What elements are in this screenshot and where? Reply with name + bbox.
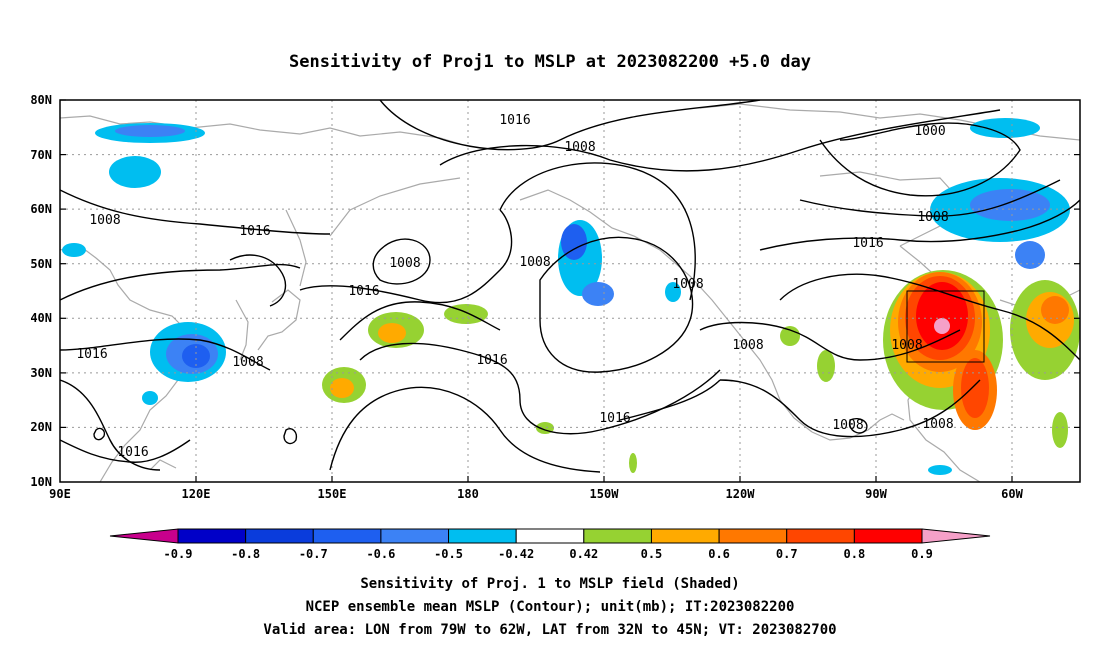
contour-label: 1008 xyxy=(232,355,263,370)
colorbar-label: -0.6 xyxy=(366,547,395,561)
contour-label: 1008 xyxy=(922,417,953,432)
lon-label: 120E xyxy=(182,487,211,501)
contour-label: 1008 xyxy=(564,140,595,155)
contour-label: 1016 xyxy=(117,445,148,460)
contour-label: 1008 xyxy=(89,213,120,228)
contour-label: 1008 xyxy=(389,256,420,271)
colorbar-label: 0.42 xyxy=(569,547,598,561)
contour-label: 1008 xyxy=(519,255,550,270)
colorbar-label: -0.5 xyxy=(434,547,463,561)
lat-label: 50N xyxy=(30,257,52,271)
colorbar-cell xyxy=(380,528,450,544)
colorbar-cell xyxy=(177,528,247,544)
colorbar-label: 0.9 xyxy=(911,547,933,561)
colorbar-cell xyxy=(786,528,855,544)
graticule xyxy=(60,100,1080,482)
tick-marks xyxy=(60,99,1080,482)
colorbar-label: -0.7 xyxy=(299,547,328,561)
contour-label: 1000 xyxy=(914,124,945,139)
lon-label: 150W xyxy=(590,487,620,501)
lat-label: 30N xyxy=(30,366,52,380)
lat-label: 40N xyxy=(30,311,52,325)
lon-label: 120W xyxy=(726,487,756,501)
colorbar-label: -0.8 xyxy=(231,547,260,561)
map-panel: 1016 1008 1000 1008 1008 1016 1008 1008 … xyxy=(30,93,1081,501)
contour-label: 1016 xyxy=(499,113,530,128)
contour-label: 1008 xyxy=(917,210,948,225)
contour-label: 1016 xyxy=(476,353,507,368)
lat-label: 60N xyxy=(30,202,52,216)
lon-label: 150E xyxy=(318,487,347,501)
colorbar-cell xyxy=(583,528,652,544)
lon-label: 90E xyxy=(49,487,71,501)
lat-label: 80N xyxy=(30,93,52,107)
colorbar-cell xyxy=(718,528,788,544)
colorbar: -0.9 -0.8 -0.7 -0.6 -0.5 -0.42 0.42 0.5 0.6 0.7 0.… xyxy=(109,528,991,561)
colorbar-label: -0.9 xyxy=(164,547,193,561)
negative-sensitivity-shading xyxy=(62,118,1070,475)
colorbar-high-end-triangle xyxy=(921,528,991,544)
lon-label: 180 xyxy=(457,487,479,501)
contour-label: 1016 xyxy=(76,347,107,362)
caption-line-3: Valid area: LON from 79W to 62W, LAT fro… xyxy=(263,622,836,638)
contour-label: 1016 xyxy=(599,411,630,426)
caption-line-2: NCEP ensemble mean MSLP (Contour); unit(… xyxy=(306,599,795,615)
colorbar-label: 0.7 xyxy=(776,547,798,561)
contour-label: 1008 xyxy=(732,338,763,353)
colorbar-label: 0.6 xyxy=(708,547,730,561)
colorbar-low-end-triangle xyxy=(109,528,179,544)
contour-label: 1016 xyxy=(239,224,270,239)
lon-label: 90W xyxy=(865,487,887,501)
colorbar-cell xyxy=(245,528,314,544)
contour-label: 1016 xyxy=(348,284,379,299)
figure-title: Sensitivity of Proj1 to MSLP at 20230822… xyxy=(289,52,811,72)
colorbar-label: -0.42 xyxy=(498,547,534,561)
colorbar-cell xyxy=(853,528,923,544)
lat-label: 20N xyxy=(30,420,52,434)
latitude-axis-labels: 80N 70N 60N 50N 40N 30N 20N 10N xyxy=(30,93,52,489)
valid-area-box xyxy=(906,290,985,363)
longitude-axis-labels: 90E 120E 150E 180 150W 120W 90W 60W xyxy=(49,487,1023,501)
colorbar-cell xyxy=(515,528,585,544)
lat-label: 70N xyxy=(30,148,52,162)
mslp-contours xyxy=(60,100,1080,473)
colorbar-label: 0.5 xyxy=(641,547,663,561)
caption-line-1: Sensitivity of Proj. 1 to MSLP field (Sh… xyxy=(360,576,739,592)
colorbar-cell xyxy=(312,528,382,544)
colorbar-cell xyxy=(448,528,517,544)
colorbar-label: 0.8 xyxy=(844,547,866,561)
lat-label: 10N xyxy=(30,475,52,489)
contour-label: 1008 xyxy=(832,418,863,433)
contour-label: 1016 xyxy=(852,236,883,251)
contour-labels: 1016 1008 1000 1008 1008 1016 1008 1008 … xyxy=(76,113,953,460)
contour-label: 1008 xyxy=(672,277,703,292)
positive-sensitivity-shading xyxy=(322,270,1080,473)
figure-captions: Sensitivity of Proj. 1 to MSLP field (Sh… xyxy=(263,576,836,638)
lon-label: 60W xyxy=(1001,487,1023,501)
map-frame xyxy=(59,99,1081,483)
colorbar-cell xyxy=(650,528,720,544)
